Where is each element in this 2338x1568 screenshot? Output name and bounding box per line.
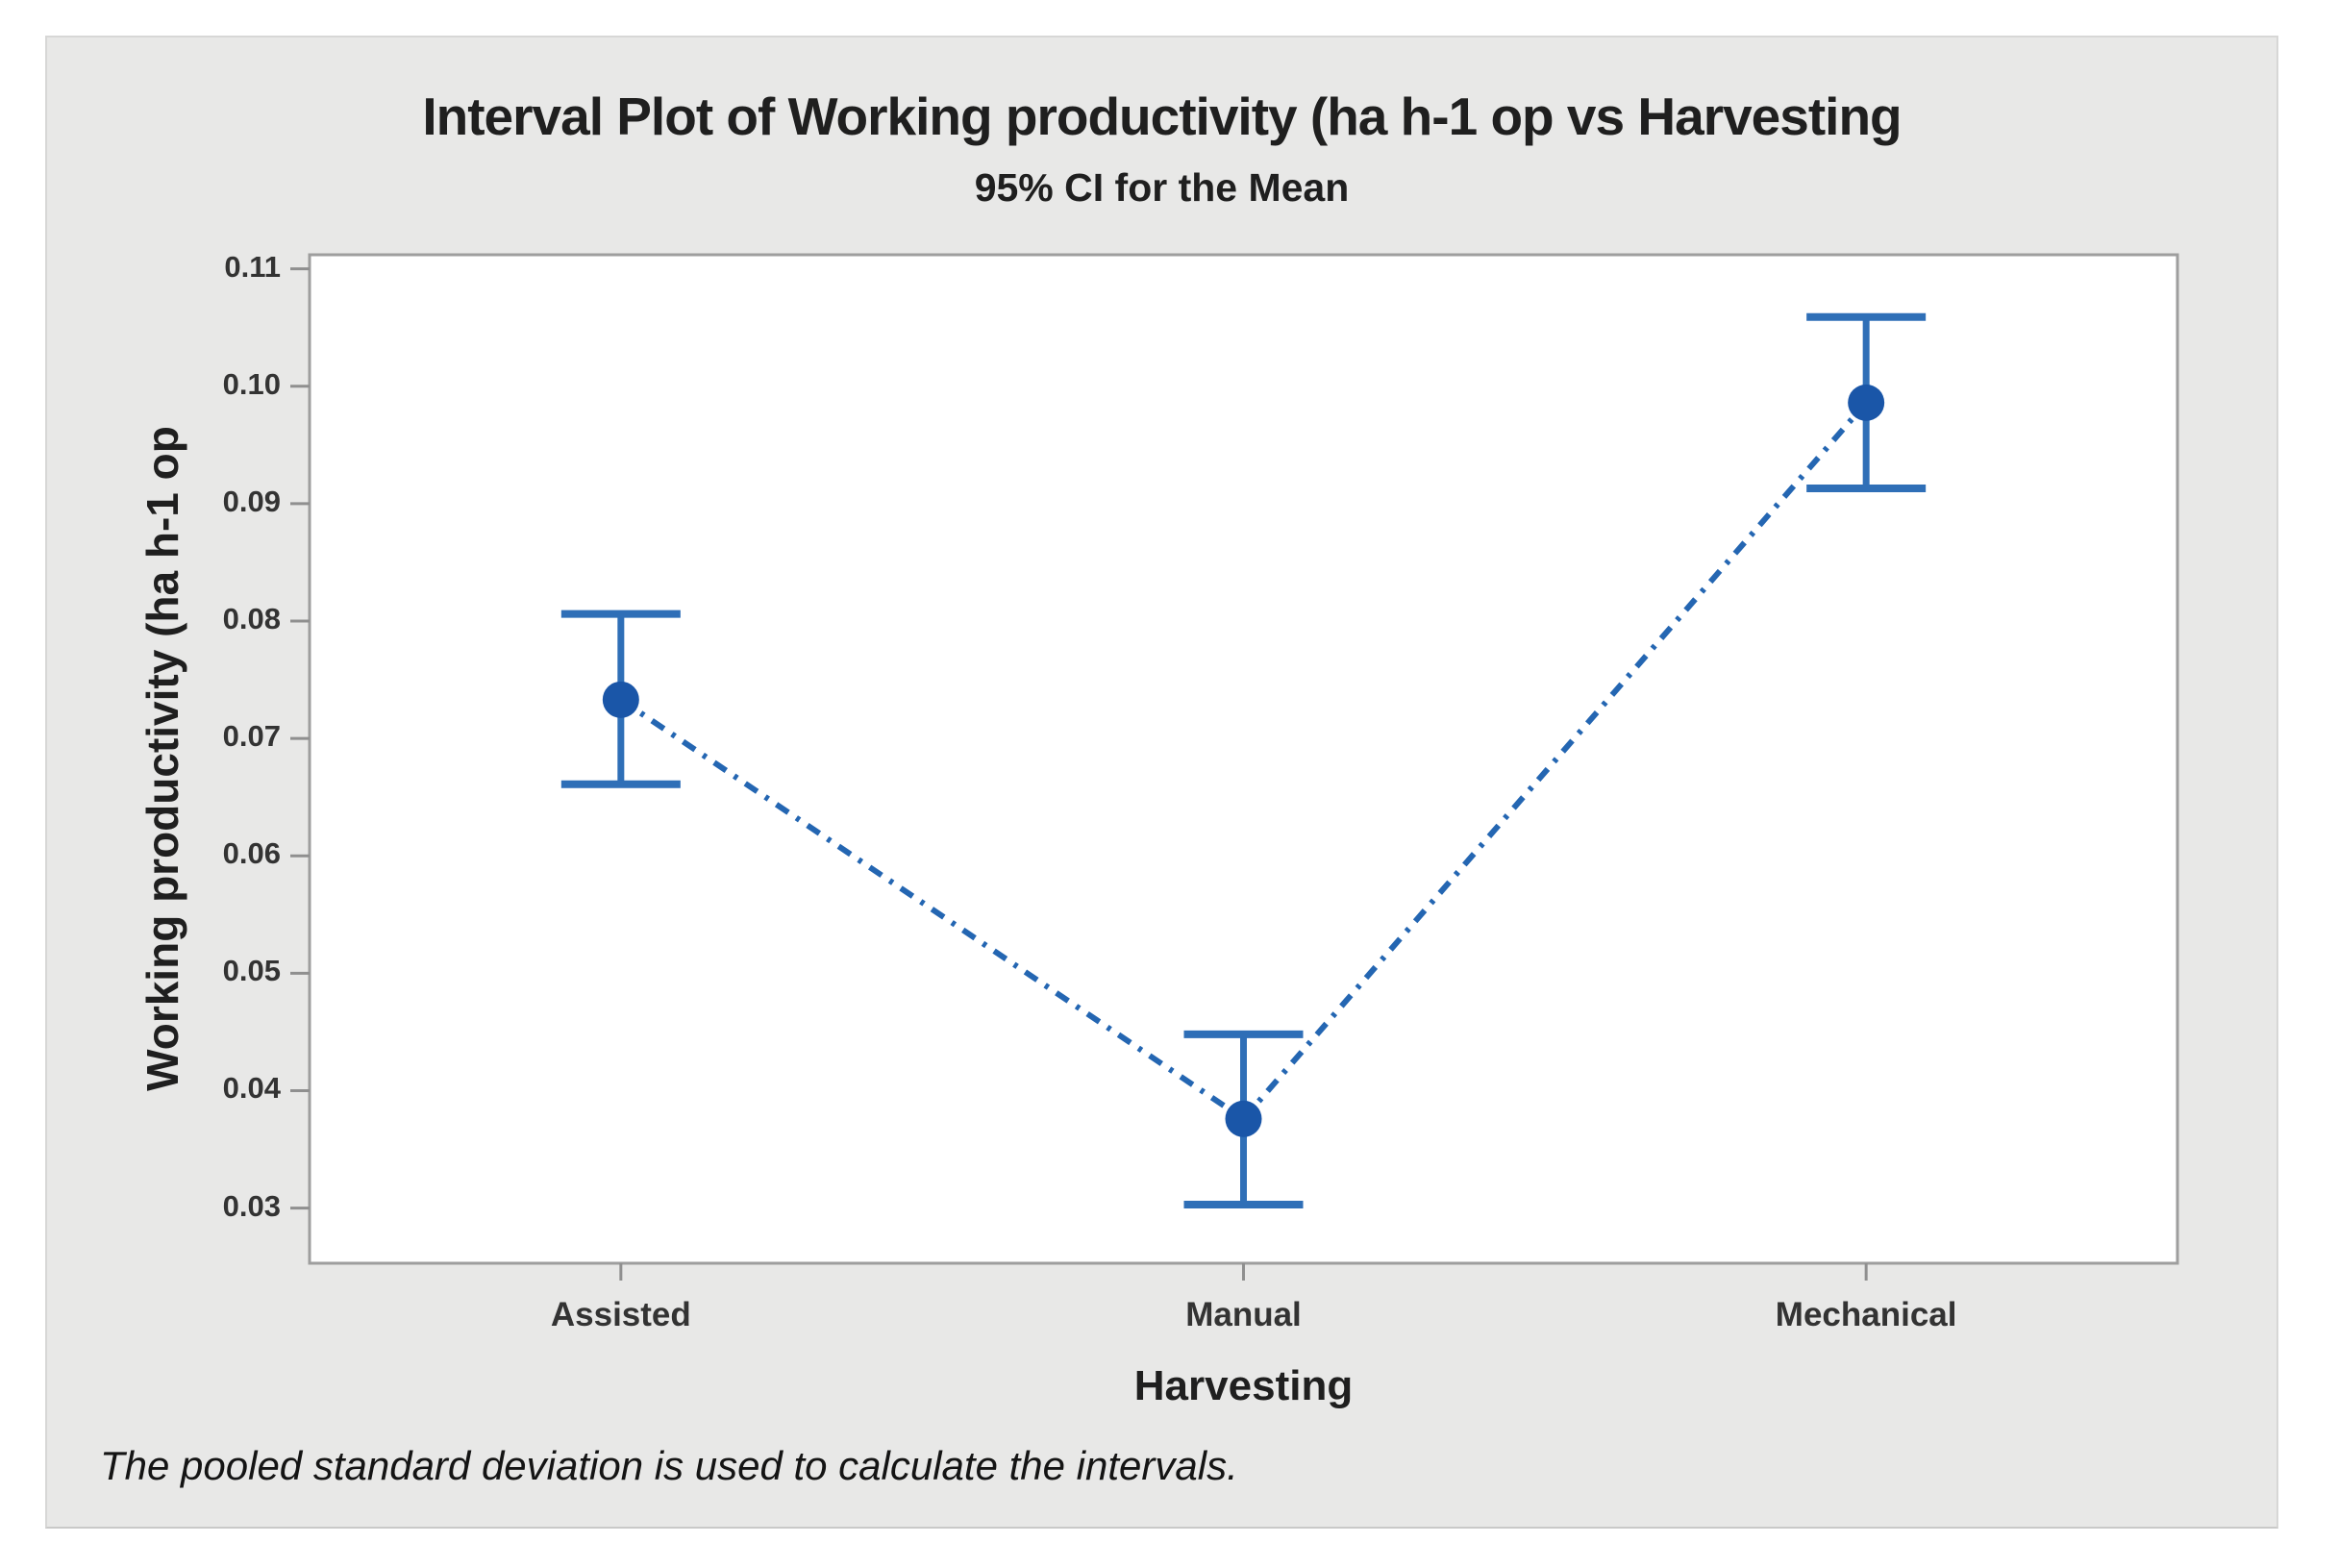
pooled-sd-footnote: The pooled standard deviation is used to… (100, 1443, 1238, 1488)
y-tick-label: 0.11 (224, 249, 281, 284)
chart-title: Interval Plot of Working productivity (h… (422, 87, 1902, 146)
mean-marker (1848, 384, 1885, 421)
mean-marker (602, 681, 639, 718)
y-tick-label: 0.03 (222, 1188, 281, 1223)
y-tick-label: 0.06 (222, 836, 281, 871)
y-axis-label: Working productivity (ha h-1 op (137, 426, 187, 1091)
category-label-manual: Manual (1185, 1296, 1302, 1333)
y-tick-label: 0.07 (222, 719, 281, 754)
y-tick-label: 0.08 (222, 602, 281, 635)
mean-marker (1225, 1100, 1262, 1137)
y-tick-label: 0.10 (222, 366, 281, 401)
interval-plot-canvas (290, 253, 2179, 1281)
y-tick-label: 0.05 (222, 954, 281, 988)
category-label-mechanical: Mechanical (1775, 1296, 1957, 1333)
y-tick-label: 0.04 (222, 1071, 281, 1106)
graph-panel: Interval Plot of Working productivity (h… (45, 36, 2278, 1529)
x-axis-label: Harvesting (1133, 1362, 1354, 1409)
chart-subtitle: 95% CI for the Mean (974, 165, 1350, 210)
y-tick-label: 0.09 (222, 484, 281, 518)
category-label-assisted: Assisted (550, 1296, 691, 1333)
